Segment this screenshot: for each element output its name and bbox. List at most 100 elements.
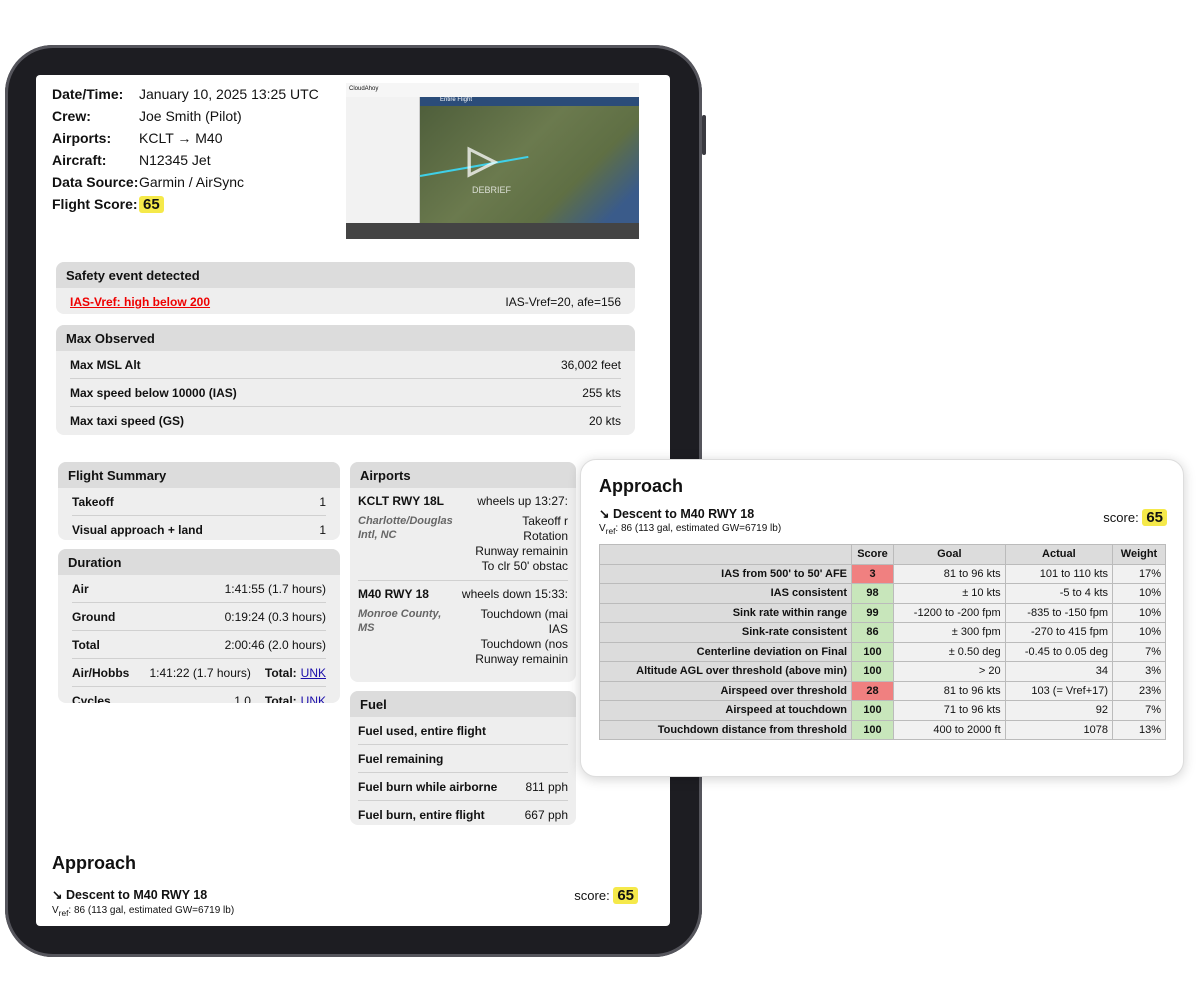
- row-value: 0:19:24 (0.3 hours): [224, 609, 326, 624]
- airport-place: Monroe County, MS: [358, 608, 442, 634]
- panel-title: Safety event detected: [56, 262, 635, 288]
- table-row: IAS from 500' to 50' AFE 3 81 to 96 kts 101…: [599, 563, 1166, 584]
- actual-cell: -0.45 to 0.05 deg: [1004, 641, 1114, 662]
- goal-cell: 71 to 96 kts: [893, 700, 1006, 721]
- approach-table: Score Goal Actual Weight IAS from 500' to 50…: [599, 544, 1166, 740]
- kv-row: Max speed below 10000 (IAS) 255 kts: [70, 379, 621, 407]
- airport-block: M40 RWY 18 wheels down 15:33: Monroe Count…: [358, 581, 568, 673]
- kv-row: Total 2:00:46 (2.0 hours): [72, 631, 326, 659]
- score-cell: 99: [851, 602, 894, 623]
- row-value: 1: [319, 523, 326, 537]
- stat-line: Takeoff r: [522, 514, 568, 528]
- row-label: Max MSL Alt: [70, 357, 141, 372]
- playback-bar[interactable]: [346, 223, 639, 239]
- table-row: Airspeed over threshold 28 81 to 96 kts 103…: [599, 680, 1166, 701]
- stat-line: To clr 50' obstac: [481, 559, 568, 573]
- thumbnail-brand: CloudAhoy: [346, 83, 639, 97]
- unk-link[interactable]: UNK: [300, 694, 326, 703]
- airport-stats: Takeoff r Rotation Runway remainin To clr 5…: [475, 514, 568, 574]
- stat-line: IAS: [548, 622, 568, 636]
- actual-cell: -270 to 415 fpm: [1004, 622, 1114, 643]
- fuel-panel: Fuel Fuel used, entire flight Fuel remaini…: [350, 691, 576, 825]
- map-area[interactable]: Entire Flight ▷ DEBRIEF: [419, 97, 639, 223]
- stat-line: Rotation: [523, 529, 568, 543]
- header-row: Airports: KCLT → M40: [52, 127, 319, 149]
- airport-stats: Touchdown (mai IAS Touchdown (nos Runway re…: [475, 607, 568, 667]
- weight-cell: 7%: [1112, 641, 1166, 662]
- safety-detail: IAS-Vref=20, afe=156: [505, 295, 621, 309]
- safety-event-link[interactable]: IAS-Vref: high below 200: [70, 295, 211, 309]
- safety-panel: Safety event detected IAS-Vref: high bel…: [56, 262, 635, 314]
- row-value: 255 kts: [582, 385, 621, 400]
- kv-row: Ground 0:19:24 (0.3 hours): [72, 603, 326, 631]
- flight-summary-panel: Flight Summary Takeoff 1 Visual approach + …: [58, 462, 340, 540]
- airports-panel: Airports KCLT RWY 18L wheels up 13:27: Char…: [350, 462, 576, 682]
- table-row: IAS consistent 98 ± 10 kts -5 to 4 kts 10%: [599, 583, 1166, 604]
- map-thumbnail[interactable]: CloudAhoy Entire Flight ▷ DEBRIEF: [346, 83, 639, 239]
- panel-title: Fuel: [350, 691, 576, 717]
- score-cell: 100: [851, 719, 894, 740]
- airport-details: Charlotte/Douglas Intl, NC Takeoff r Rotat…: [358, 514, 568, 574]
- descent-text: Descent to M40 RWY 18: [612, 507, 755, 521]
- panel-title: Airports: [350, 462, 576, 488]
- row-value-group: 2:00:46 (2.0 hours): [225, 638, 326, 652]
- watermark: DEBRIEF: [472, 185, 512, 195]
- stat-line: Runway remainin: [475, 652, 568, 666]
- wheels-time: wheels up 13:27:: [477, 494, 568, 508]
- header-label: Flight Score:: [52, 196, 138, 212]
- kv-row: Fuel remaining: [358, 745, 568, 773]
- row-value-group: 1:41:22 (1.7 hours) Total: UNK: [149, 666, 326, 680]
- metric-cell: Sink rate within range: [599, 602, 852, 623]
- kv-row: Cycles 1.0 Total: UNK: [72, 687, 326, 703]
- flight-header: Date/Time: January 10, 2025 13:25 UTC Crew…: [52, 83, 319, 215]
- score-label: score:: [1103, 510, 1139, 525]
- row-label: Fuel burn while airborne: [358, 779, 498, 794]
- goal-cell: ± 10 kts: [893, 583, 1006, 604]
- kv-row: Air/Hobbs 1:41:22 (1.7 hours) Total: UNK: [72, 659, 326, 687]
- row-label: Fuel used, entire flight: [358, 723, 487, 738]
- flight-score-badge: 65: [139, 195, 164, 213]
- kv-row: Air 1:41:55 (1.7 hours): [72, 575, 326, 603]
- row-value-group: 1: [319, 495, 326, 509]
- report-screen: Date/Time: January 10, 2025 13:25 UTC Crew…: [36, 75, 670, 926]
- row-label: Takeoff: [72, 494, 114, 509]
- vref-sub: ref: [58, 908, 69, 918]
- row-label: Air: [72, 581, 89, 596]
- vref-line: Vref: 86 (113 gal, estimated GW=6719 lb): [52, 905, 235, 918]
- table-row: Centerline deviation on Final 100 ± 0.50 d…: [599, 641, 1166, 662]
- row-value: 36,002 feet: [560, 357, 621, 372]
- row-value-group: 667 pph: [525, 808, 568, 822]
- goal-cell: 400 to 2000 ft: [893, 719, 1006, 740]
- header-label: Date/Time:: [52, 86, 124, 102]
- header-row: Aircraft: N12345 Jet: [52, 149, 319, 171]
- debrief-logo-icon: ▷: [468, 139, 498, 181]
- weight-cell: 3%: [1112, 661, 1166, 682]
- score-cell: 3: [851, 563, 894, 584]
- row-label: Fuel remaining: [358, 751, 444, 766]
- header-label: Data Source:: [52, 174, 139, 190]
- panel-title: Max Observed: [56, 325, 635, 351]
- approach-title: Approach: [52, 853, 137, 873]
- row-value: 1:41:55 (1.7 hours): [224, 581, 326, 596]
- kv-row: Fuel burn, entire flight 667 pph: [358, 801, 568, 825]
- kv-row: Takeoff 1: [72, 488, 326, 516]
- column-header: Actual: [1004, 544, 1114, 565]
- actual-cell: -5 to 4 kts: [1004, 583, 1114, 604]
- unk-link[interactable]: UNK: [300, 665, 326, 680]
- row-value: 811 pph: [525, 779, 569, 794]
- kv-row: Fuel burn while airborne 811 pph: [358, 773, 568, 801]
- row-label: Visual approach + land: [72, 523, 203, 537]
- row-label: Ground: [72, 609, 116, 624]
- table-row: Touchdown distance from threshold 100 400 …: [599, 719, 1166, 740]
- score-label: score:: [574, 888, 610, 903]
- approach-card: Approach ↘ Descent to M40 RWY 18 Vref: 8…: [580, 459, 1184, 777]
- goal-cell: > 20: [893, 661, 1006, 682]
- weight-cell: 10%: [1112, 583, 1166, 604]
- row-label: Max speed below 10000 (IAS): [70, 385, 237, 400]
- weight-cell: 13%: [1112, 719, 1166, 740]
- panel-title: Duration: [58, 549, 340, 575]
- row-value: 667 pph: [524, 808, 568, 822]
- actual-cell: 34: [1004, 661, 1114, 682]
- score-cell: 100: [851, 641, 894, 662]
- column-header: Weight: [1112, 544, 1166, 565]
